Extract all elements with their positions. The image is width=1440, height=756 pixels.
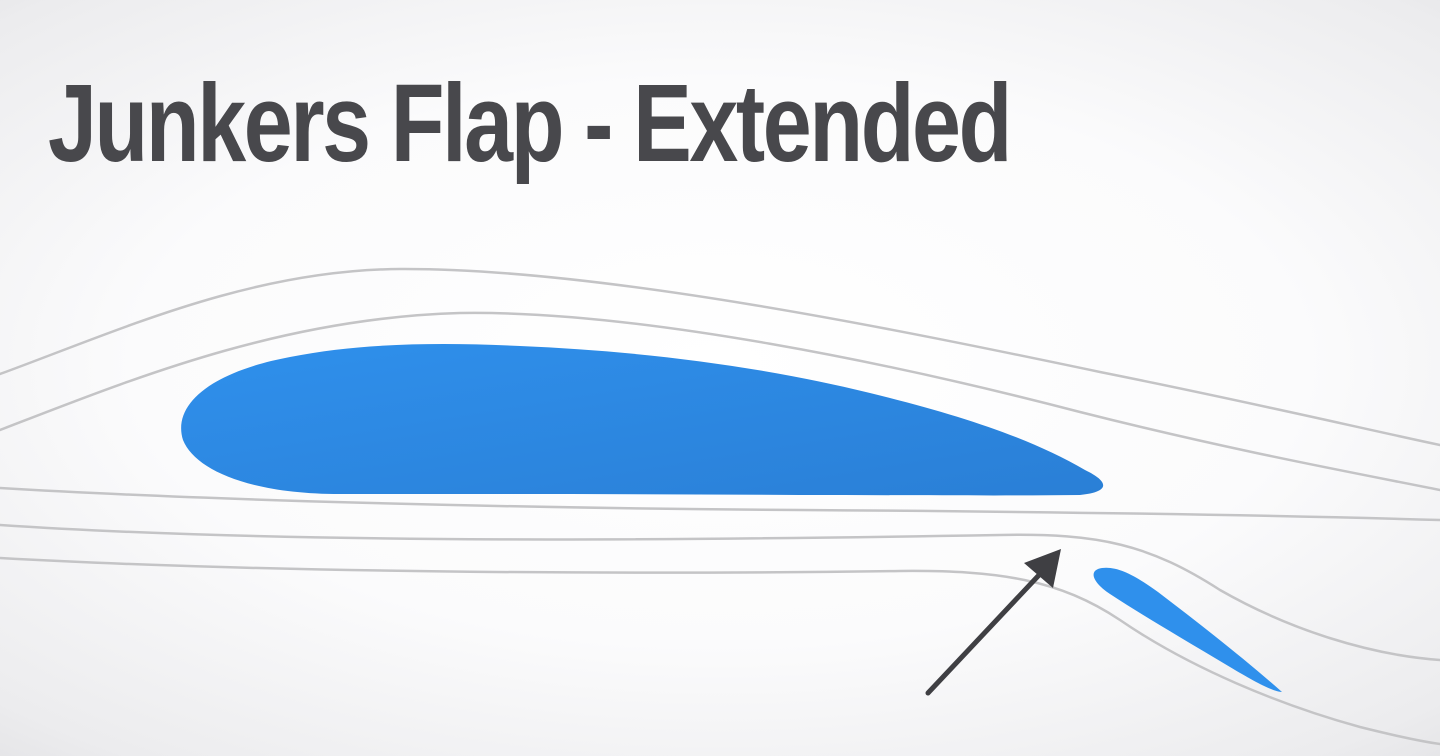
streamline-1	[0, 267, 1440, 447]
diagram-title: Junkers Flap - Extended	[48, 62, 1012, 185]
main-wing-airfoil-icon	[181, 343, 1104, 496]
streamline-4	[0, 523, 1440, 662]
flap-airfoil-icon	[1093, 567, 1282, 692]
streamline-3	[0, 486, 1440, 522]
streamline-2	[0, 311, 1440, 492]
arrow-icon	[925, 549, 1061, 696]
streamline-5	[0, 556, 1440, 746]
